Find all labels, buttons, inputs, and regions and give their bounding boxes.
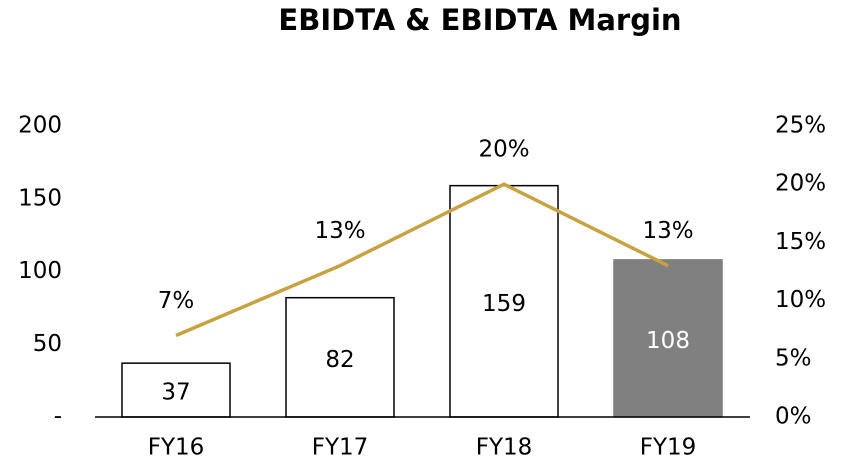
x-tick-label: FY19 <box>640 435 697 461</box>
line-value-label: 13% <box>314 218 365 244</box>
x-tick-label: FY18 <box>476 435 533 461</box>
bar-value-label: 108 <box>646 328 690 354</box>
bar-value-label: 37 <box>161 380 190 406</box>
y2-tick-label: 25% <box>775 113 826 139</box>
line-value-label: 13% <box>642 218 693 244</box>
y-tick-label: 200 <box>18 113 62 139</box>
bar <box>285 296 395 418</box>
x-tick-label: FY17 <box>312 435 369 461</box>
bar-value-label: 159 <box>482 291 526 317</box>
line <box>175 182 669 338</box>
y-tick-label: 50 <box>33 331 62 357</box>
y2-tick-label: 15% <box>775 229 826 255</box>
line-value-label: 20% <box>478 137 529 163</box>
chart-title: EBIDTA & EBIDTA Margin <box>278 3 681 37</box>
bar <box>121 362 231 418</box>
bar <box>613 259 723 418</box>
y-tick-label: - <box>54 404 62 430</box>
y2-tick-label: 20% <box>775 171 826 197</box>
y-tick-label: 100 <box>18 258 62 284</box>
x-tick-label: FY16 <box>148 435 205 461</box>
y-tick-label: 150 <box>18 185 62 211</box>
y2-tick-label: 0% <box>775 404 812 430</box>
y2-tick-label: 5% <box>775 345 812 371</box>
line-value-label: 7% <box>158 288 195 314</box>
bar-value-label: 82 <box>325 347 354 373</box>
y2-tick-label: 10% <box>775 287 826 313</box>
